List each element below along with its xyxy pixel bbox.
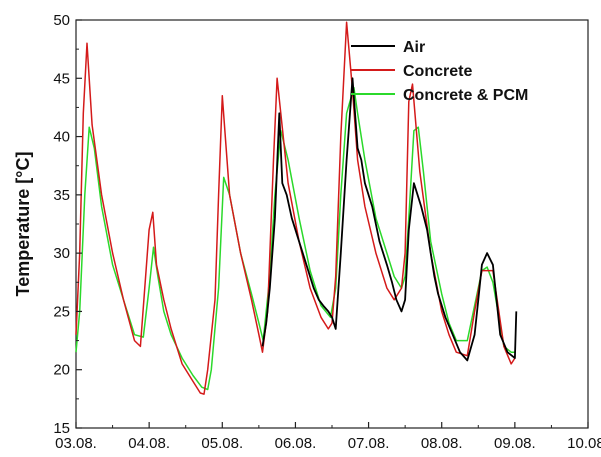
x-tick-label: 04.08.	[128, 435, 170, 452]
plot-frame	[75, 19, 589, 429]
x-tick-label: 09.08.	[494, 435, 536, 452]
series-line-concrete	[75, 21, 516, 395]
x-tick-label: 10.08.	[567, 435, 601, 452]
y-tick-label: 50	[53, 12, 70, 29]
y-axis-title: Temperature [°C]	[13, 152, 33, 297]
x-tick-label: 05.08.	[201, 435, 243, 452]
series-layer	[75, 21, 518, 395]
y-tick-label: 25	[53, 303, 70, 320]
y-tick-label: 15	[53, 420, 70, 437]
y-tick-label: 20	[53, 362, 70, 379]
legend-label: Concrete	[403, 63, 472, 80]
series-line-air	[261, 77, 518, 362]
axis-layer: 15 20 25 30 35 40 45 50 03.08. 04.08. 05.08. 06.08.…	[53, 12, 601, 452]
x-tick-label: 07.08.	[348, 435, 390, 452]
legend-label: Concrete & PCM	[403, 87, 528, 104]
legend: Air Concrete Concrete & PCM	[351, 39, 528, 104]
x-tick-label: 06.08.	[275, 435, 317, 452]
y-tick-label: 40	[53, 129, 70, 146]
legend-label: Air	[403, 39, 425, 56]
y-tick-label: 45	[53, 70, 70, 87]
series-line-concrete-pcm	[75, 86, 515, 391]
x-tick-label: 03.08.	[55, 435, 97, 452]
y-tick-label: 35	[53, 187, 70, 204]
x-tick-label: 08.08.	[421, 435, 463, 452]
y-tick-label: 30	[53, 245, 70, 262]
